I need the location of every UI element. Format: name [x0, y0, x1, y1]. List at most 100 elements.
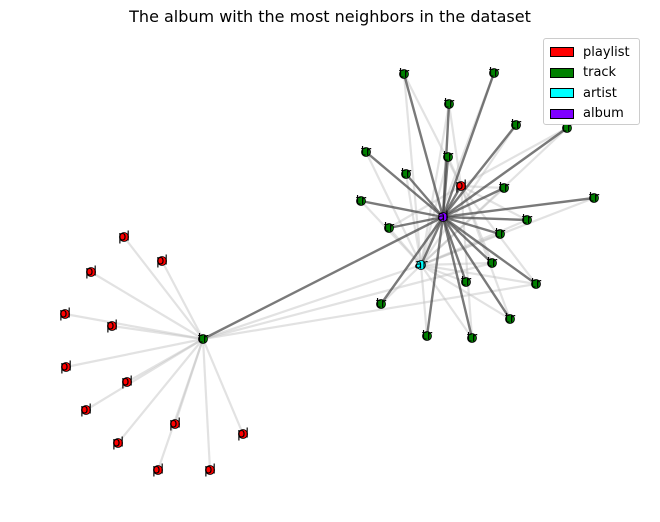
edge [359, 199, 445, 219]
node-label: tr [376, 297, 387, 312]
node-label: pl [59, 307, 71, 322]
node-playlist: pl [112, 436, 124, 451]
edge [89, 270, 205, 341]
node-track: tr [487, 256, 498, 271]
node-marker [384, 223, 394, 233]
edge [201, 337, 245, 436]
edge [419, 263, 474, 340]
legend-swatch [550, 47, 574, 58]
edge [116, 337, 205, 445]
node-label: tr [467, 331, 478, 346]
edge [110, 324, 205, 341]
node-playlist: pl [169, 417, 181, 432]
node-label: pl [85, 265, 97, 280]
node-playlist: pl [156, 254, 168, 269]
edge [404, 172, 445, 219]
edge [441, 215, 494, 265]
edge [201, 282, 538, 341]
edge [441, 215, 529, 222]
node-label: pl [80, 403, 92, 418]
node-label: pl [112, 436, 124, 451]
node-track: tr [589, 191, 600, 206]
edge [446, 155, 463, 188]
node-label: pl [204, 463, 216, 478]
node-label: tr [361, 145, 372, 160]
edge [441, 215, 538, 286]
edge [441, 186, 506, 219]
node-track: tr [522, 213, 533, 228]
edge [441, 196, 596, 219]
edge [425, 215, 445, 338]
node-playlist: pl [118, 230, 130, 245]
node-marker [60, 309, 70, 319]
node-marker [461, 277, 471, 287]
node-marker [511, 120, 521, 130]
edge [359, 199, 423, 267]
node-track: tr [511, 118, 522, 133]
edge [441, 215, 502, 236]
node-marker [416, 260, 426, 270]
legend-label: playlist [583, 44, 630, 60]
page-title: The album with the most neighbors in the… [129, 7, 531, 26]
node-marker [495, 229, 505, 239]
node-marker [198, 334, 208, 344]
node-playlist: pl [204, 463, 216, 478]
legend-swatch [550, 108, 574, 119]
node-label: pl [118, 230, 130, 245]
legend-swatch [550, 88, 574, 99]
edge [441, 215, 474, 340]
node-label: pl [156, 254, 168, 269]
node-label: pl [106, 319, 118, 334]
node-label: tr [356, 194, 367, 209]
node-marker [238, 429, 248, 439]
edge [419, 263, 429, 338]
edge [160, 259, 205, 341]
node-marker [113, 438, 123, 448]
node-label: tr [562, 121, 573, 136]
node-marker [107, 321, 117, 331]
edge [379, 263, 423, 306]
edge [459, 184, 494, 265]
node-playlist: pl [59, 307, 71, 322]
node-artist: ar [414, 258, 428, 273]
edge [63, 312, 205, 341]
node-label: tr [461, 275, 472, 290]
node-marker [399, 69, 409, 79]
legend-label: artist [583, 85, 617, 101]
edge [402, 72, 423, 267]
edge [419, 261, 494, 267]
edge [419, 232, 502, 267]
node-marker [119, 232, 129, 242]
node-marker [422, 331, 432, 341]
edge [441, 155, 450, 219]
node-marker [456, 181, 466, 191]
node-marker [86, 267, 96, 277]
edge [441, 215, 468, 284]
node-track: tr [505, 312, 516, 327]
edge [459, 184, 512, 321]
node-marker [170, 419, 180, 429]
node-label: pl [237, 427, 249, 442]
node-track: tr [461, 275, 472, 290]
node-marker [401, 169, 411, 179]
node-marker [589, 193, 599, 203]
node-label: tr [443, 150, 454, 165]
legend-label: track [583, 65, 617, 81]
edge [173, 337, 205, 426]
node-label: pl [152, 463, 164, 478]
node-track: tr [399, 67, 410, 82]
edge [459, 126, 569, 188]
edge [201, 337, 212, 472]
edge [387, 215, 445, 230]
node-track: tr [376, 297, 387, 312]
node-label: tr [495, 227, 506, 242]
node-track: tr [467, 331, 478, 346]
node-track: tr [198, 332, 209, 347]
node-playlist: pl [60, 360, 72, 375]
node-label: tr [511, 118, 522, 133]
edge [122, 235, 205, 341]
node-marker [444, 99, 454, 109]
node-label: tr [589, 191, 600, 206]
node-label: ar [414, 258, 428, 273]
